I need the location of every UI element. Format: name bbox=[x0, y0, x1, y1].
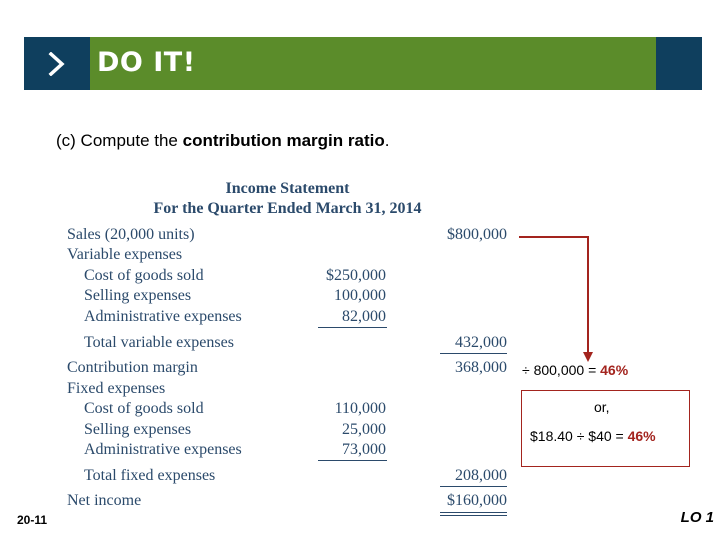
row-var-selling-label: Selling expenses bbox=[84, 287, 192, 304]
prompt-emphasis: contribution margin ratio bbox=[182, 131, 385, 150]
row-sales-label: Sales (20,000 units) bbox=[67, 226, 195, 243]
banner-right-box bbox=[656, 37, 702, 90]
learning-objective: LO 1 bbox=[680, 509, 714, 526]
row-var-selling-amount: 100,000 bbox=[334, 287, 386, 304]
double-underline-top bbox=[440, 512, 507, 513]
calc-line-1: ÷ 800,000 = 46% bbox=[522, 362, 628, 378]
row-fix-admin-amount: 73,000 bbox=[342, 441, 386, 458]
prompt-prefix: (c) Compute the bbox=[56, 131, 183, 150]
row-contribution-label: Contribution margin bbox=[67, 359, 198, 376]
row-var-admin-amount: 82,000 bbox=[342, 308, 386, 325]
row-var-cogs-label: Cost of goods sold bbox=[84, 267, 204, 284]
row-fix-cogs-amount: 110,000 bbox=[334, 400, 386, 417]
underline-total-fixed bbox=[440, 486, 507, 487]
row-var-cogs-amount: $250,000 bbox=[326, 267, 386, 284]
row-fix-admin-label: Administrative expenses bbox=[84, 441, 242, 458]
row-fix-selling-label: Selling expenses bbox=[84, 421, 192, 438]
chevron-right-icon bbox=[48, 52, 65, 76]
double-underline-bottom bbox=[440, 515, 507, 516]
row-net-income-total: $160,000 bbox=[447, 492, 507, 509]
row-variable-header: Variable expenses bbox=[67, 246, 183, 263]
banner-arrow-box bbox=[24, 37, 90, 90]
row-var-admin-label: Administrative expenses bbox=[84, 308, 242, 325]
row-fixed-header: Fixed expenses bbox=[67, 380, 166, 397]
calc-line-2-text: $18.40 ÷ $40 = bbox=[530, 428, 624, 444]
row-total-fixed-label: Total fixed expenses bbox=[84, 467, 216, 484]
banner-title: DO IT! bbox=[97, 47, 196, 78]
row-net-income-label: Net income bbox=[67, 492, 142, 509]
underline-var-subtotal bbox=[318, 327, 387, 328]
row-contribution-total: 368,000 bbox=[455, 359, 507, 376]
question-prompt: (c) Compute the contribution margin rati… bbox=[56, 131, 389, 151]
row-sales-total: $800,000 bbox=[447, 226, 507, 243]
row-fix-selling-amount: 25,000 bbox=[342, 421, 386, 438]
row-fix-cogs-label: Cost of goods sold bbox=[84, 400, 204, 417]
calc-line-1-result: 46% bbox=[600, 362, 629, 378]
do-it-banner: DO IT! bbox=[24, 37, 702, 90]
prompt-suffix: . bbox=[384, 131, 390, 150]
calc-line-1-text: ÷ 800,000 = bbox=[522, 362, 597, 378]
slide-number: 20-11 bbox=[17, 513, 48, 527]
statement-subtitle: For the Quarter Ended March 31, 2014 bbox=[153, 200, 422, 217]
calc-or: or, bbox=[594, 399, 610, 415]
row-total-variable-label: Total variable expenses bbox=[84, 334, 234, 351]
underline-total-variable bbox=[440, 353, 507, 354]
alternate-calc-box bbox=[521, 390, 690, 467]
calc-line-2-result: 46% bbox=[627, 428, 656, 444]
row-total-variable-total: 432,000 bbox=[455, 334, 507, 351]
calc-line-2: $18.40 ÷ $40 = 46% bbox=[530, 428, 656, 444]
underline-fixed-subtotal bbox=[318, 460, 387, 461]
row-total-fixed-total: 208,000 bbox=[455, 467, 507, 484]
statement-title: Income Statement bbox=[225, 180, 350, 197]
